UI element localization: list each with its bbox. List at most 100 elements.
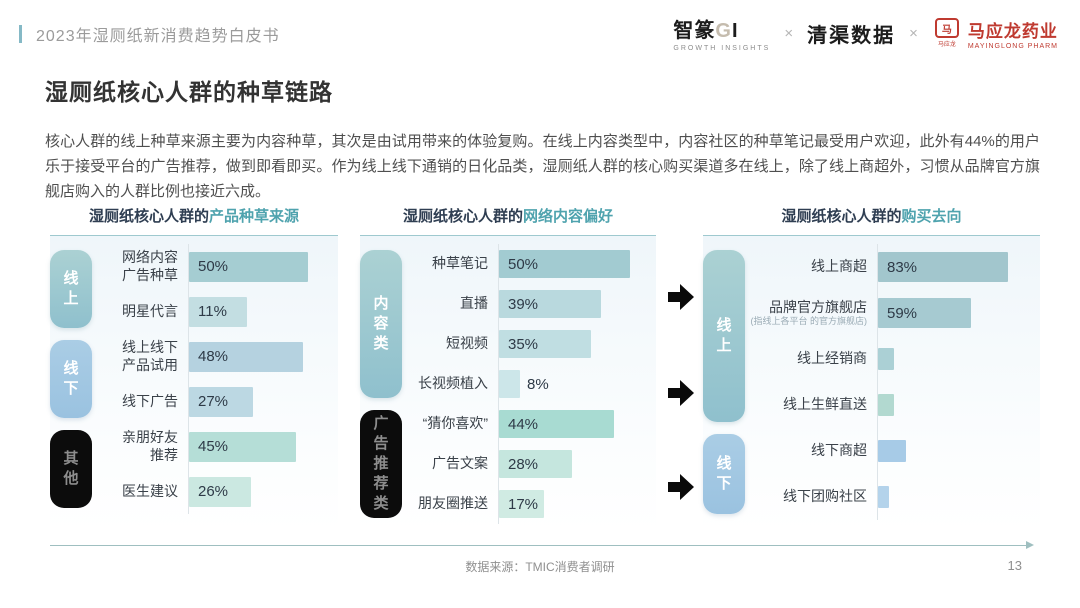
- category-pill-char: 下: [716, 475, 732, 492]
- row-label: 朋友圈推送: [418, 495, 488, 512]
- bar: 59%: [878, 298, 971, 328]
- bar-group-rows: 种草笔记 50% 直播 39% 短视频 35% 长视频植入 8%: [402, 244, 656, 404]
- chart-row: 品牌官方旗舰店 (指线上各平台 的官方旗舰店) 59%: [745, 290, 1040, 336]
- row-label: 医生建议: [122, 482, 178, 499]
- row-label: 长视频植入: [418, 375, 488, 392]
- row-label: 短视频: [446, 335, 488, 352]
- chart-row: 长视频植入 8%: [402, 364, 656, 404]
- bar-area: 27%: [188, 379, 338, 424]
- category-pill-char: 容: [373, 315, 389, 332]
- bar: 45%: [189, 431, 296, 462]
- panel-body: 线上线上商超 83% 品牌官方旗舰店 (指线上各平台 的官方旗舰店) 59% 线上经销商线…: [703, 236, 1040, 531]
- panel-title-prefix: 湿厕纸核心人群的: [402, 208, 523, 225]
- category-pill: 线上: [703, 250, 745, 422]
- category-pill-char: 线: [63, 270, 79, 287]
- category-pill-char: 线: [716, 317, 732, 334]
- row-sublabel: (指线上各平台 的官方旗舰店): [750, 316, 868, 327]
- bar-value-label: 44%: [508, 415, 539, 433]
- bar-area: 17%: [498, 484, 656, 524]
- bar-value-label: 28%: [508, 455, 539, 473]
- row-label: 亲朋好友 推荐: [122, 429, 178, 463]
- bar: 17%: [499, 490, 544, 518]
- mayinglong-logo: 马 马应龙 马应龙药业 MAYINGLONG PHARM: [932, 17, 1058, 50]
- category-pill-char: 类: [373, 335, 389, 352]
- data-source-note: 数据来源：TMIC消费者调研: [465, 560, 615, 574]
- zhizhuan-wordmark: 智篆GI: [673, 14, 770, 43]
- bar: 35%: [499, 330, 591, 358]
- bar-value-label: 45%: [198, 438, 229, 455]
- mayinglong-name: 马应龙药业: [967, 21, 1058, 41]
- category-pill-char: 他: [63, 470, 79, 487]
- flow-right-arrow-icon: [668, 474, 694, 500]
- bar-value-label: 8%: [527, 375, 549, 393]
- bar-value-label: 11%: [198, 303, 227, 320]
- category-pill-char: 上: [63, 290, 79, 307]
- row-label: 线下广告: [122, 392, 178, 409]
- bar-area: 45%: [188, 424, 338, 469]
- bar-area: 83%: [877, 244, 1040, 290]
- bar-area: 26%: [188, 469, 338, 514]
- row-label: 明星代言: [122, 302, 178, 319]
- bar-group-rows: “猜你喜欢” 44% 广告文案 28% 朋友圈推送 17%: [402, 404, 656, 524]
- bar: 50%: [499, 250, 630, 278]
- partner-logos: 智篆GI GROWTH INSIGHTS × 清渠数据 × 马 马应龙 马应龙药…: [673, 14, 1058, 52]
- bar-value-label: 35%: [508, 335, 539, 353]
- intro-paragraph: 核心人群的线上种草来源主要为内容种草，其次是由试用带来的体验复购。在线上内容类型…: [45, 133, 1040, 200]
- footer-axis-line: [50, 541, 1034, 549]
- bar-group: 其他 亲朋好友 推荐 45% 医生建议 26%: [50, 424, 338, 514]
- panel-body: 内容类种草笔记 50% 直播 39% 短视频 35% 长视频植入 8% 广告推荐类 “猜你喜欢” 4…: [360, 236, 656, 531]
- page-number: 13: [1007, 558, 1022, 573]
- bar-group-rows: 亲朋好友 推荐 45% 医生建议 26%: [92, 424, 338, 514]
- chart-row: 网络内容 广告种草 50%: [92, 244, 338, 289]
- bar: 83%: [878, 252, 1008, 282]
- row-label: 线下团购社区: [783, 488, 867, 505]
- bar: [878, 440, 906, 462]
- bar-group: 线上线上商超 83% 品牌官方旗舰店 (指线上各平台 的官方旗舰店) 59% 线上经销商线…: [703, 244, 1040, 428]
- bar-area: 48%: [188, 334, 338, 379]
- panel-title: 湿厕纸核心人群的购买去向: [703, 205, 1040, 236]
- bar: 27%: [189, 386, 253, 417]
- bar: 50%: [189, 251, 308, 282]
- bar-area: 50%: [188, 244, 338, 289]
- mayinglong-seal-caption: 马应龙: [937, 42, 956, 48]
- category-pill-char: 内: [373, 295, 389, 312]
- chart-row: 亲朋好友 推荐 45%: [92, 424, 338, 469]
- mayinglong-seal-icon: 马: [934, 18, 959, 38]
- growth-insights-tagline: GROWTH INSIGHTS: [673, 45, 771, 52]
- row-label: 广告文案: [432, 455, 488, 472]
- category-pill-char: 其: [63, 450, 79, 467]
- qingqu-data-logo: 清渠数据: [807, 24, 896, 47]
- bar-group-rows: 网络内容 广告种草 50% 明星代言 11%: [92, 244, 338, 334]
- chart-row: 线下商超: [745, 428, 1040, 474]
- bar-area: 39%: [498, 284, 656, 324]
- category-pill: 广告推荐类: [360, 410, 402, 518]
- bar-area: 59%: [877, 290, 1040, 336]
- bar-area: [877, 474, 1040, 520]
- flow-right-arrow-icon: [668, 284, 694, 310]
- bar-value-label: 50%: [508, 255, 539, 273]
- category-pill: 内容类: [360, 250, 402, 398]
- chart-row: 种草笔记 50%: [402, 244, 656, 284]
- chart-row: 线上商超 83%: [745, 244, 1040, 290]
- bar-group: 内容类 种草笔记 50% 直播 39% 短视频 35% 长视频植入 8%: [360, 244, 656, 404]
- row-label: 线上经销商: [797, 350, 867, 367]
- row-label: “猜你喜欢”: [422, 415, 488, 432]
- row-label: 线上线下 产品试用: [122, 339, 178, 373]
- panel-title-prefix: 湿厕纸核心人群的: [88, 208, 209, 225]
- logo-separator-x: ×: [784, 24, 794, 42]
- panel-title: 湿厕纸核心人群的网络内容偏好: [360, 205, 656, 236]
- category-pill: 线下: [50, 340, 92, 418]
- row-label: 线上生鲜直送: [783, 396, 867, 413]
- category-pill-char: 线: [63, 360, 79, 377]
- chart-row: “猜你喜欢” 44%: [402, 404, 656, 444]
- mayinglong-en: MAYINGLONG PHARM: [967, 42, 1058, 50]
- row-label: 品牌官方旗舰店 (指线上各平台 的官方旗舰店): [745, 299, 877, 328]
- bar-area: 8%: [498, 364, 656, 404]
- bar-group: 线下线下商超 线下团购社区: [703, 428, 1040, 520]
- bar-area: 44%: [498, 404, 656, 444]
- panel-title: 湿厕纸核心人群的产品种草来源: [50, 205, 338, 236]
- category-pill-char: 类: [373, 495, 389, 512]
- row-label: 网络内容 广告种草: [122, 249, 178, 283]
- bar: 11%: [189, 296, 247, 327]
